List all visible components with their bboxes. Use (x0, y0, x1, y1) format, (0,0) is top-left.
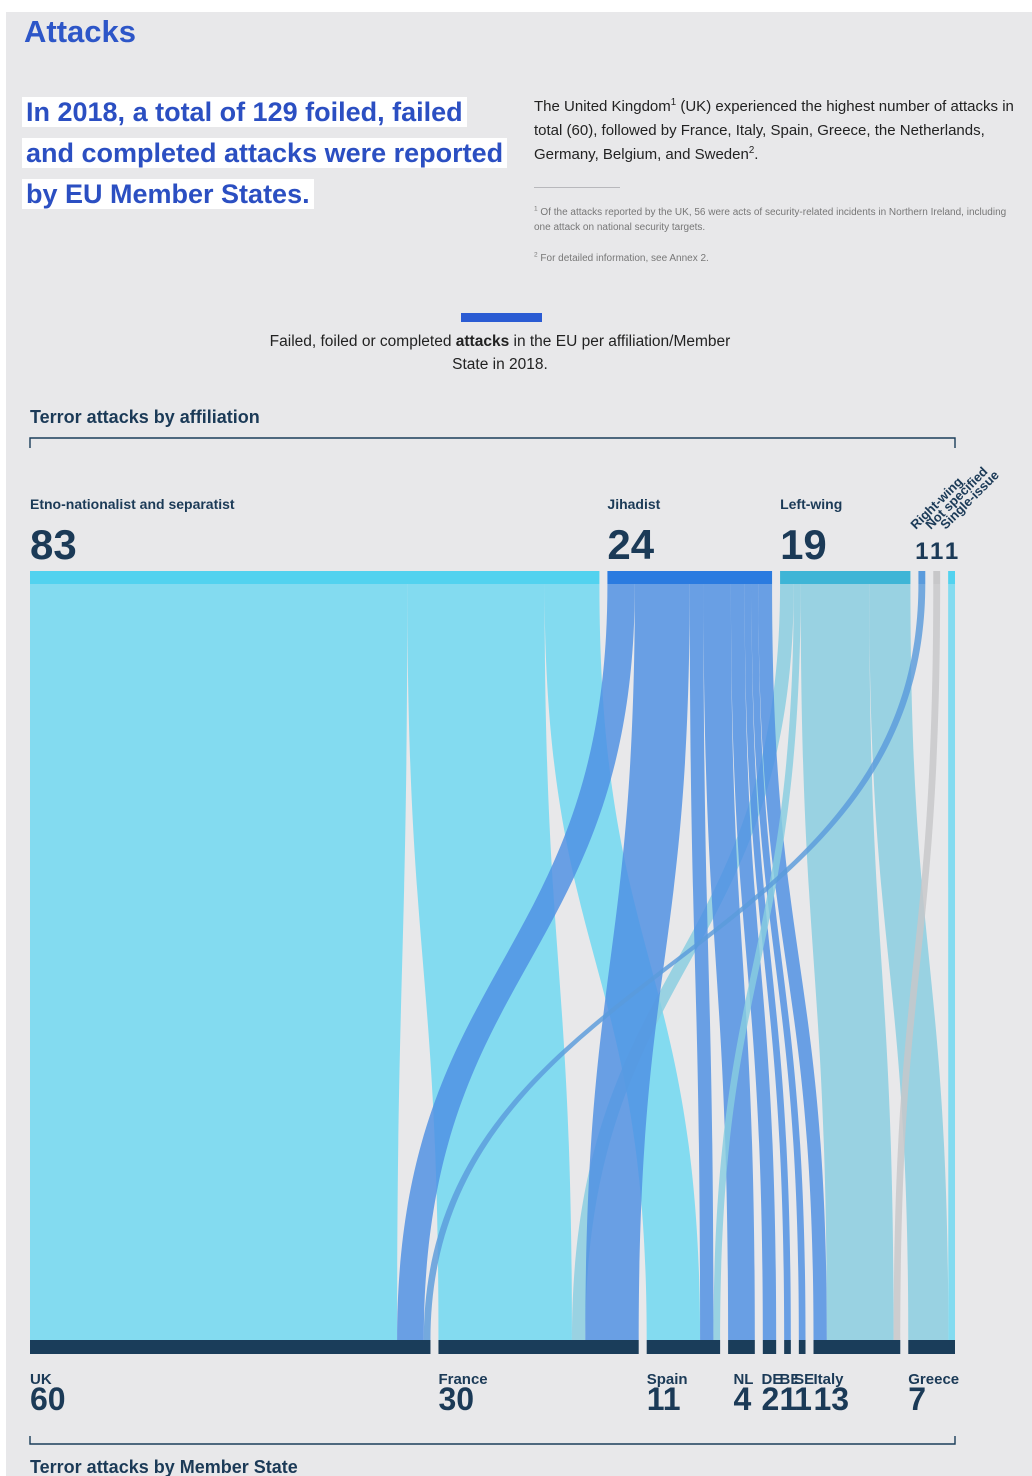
caption-after: in the EU per affiliation/Member State i… (452, 333, 731, 373)
flow-single-issue-to-greece (948, 584, 955, 1340)
target-bar-be (784, 1340, 791, 1354)
source-value-left-wing: 19 (780, 521, 827, 568)
source-label-etno-nationalist-and-separatist: Etno-nationalist and separatist (30, 496, 235, 512)
footnote-ref-1: 1 (670, 97, 677, 108)
intro-paragraph: The United Kingdom1 (UK) experienced the… (534, 95, 1014, 167)
caption-bold: attacks (455, 333, 510, 350)
flow-left-wing-to-france (571, 584, 794, 1340)
caption-before: Failed, foiled or completed (269, 333, 456, 350)
chart-caption: Failed, foiled or completed attacks in t… (250, 330, 750, 376)
source-value-not-specified: 1 (930, 538, 943, 565)
target-bar-spain (646, 1340, 721, 1354)
target-label-nl: NL (733, 1371, 753, 1388)
flow-jihadist-to-uk (397, 584, 635, 1340)
headline: In 2018, a total of 129 foiled, failed a… (22, 92, 512, 215)
headline-text: In 2018, a total of 129 foiled, failed a… (22, 97, 508, 209)
flow-left-wing-to-spain (713, 584, 801, 1340)
top-axis-label: Terror attacks by affiliation (30, 407, 260, 427)
source-bar-right-wing (918, 571, 926, 584)
source-label-left-wing: Left-wing (780, 496, 842, 512)
source-value-single-issue: 1 (945, 538, 958, 565)
flow-right-wing-to-uk (423, 584, 926, 1340)
flow-jihadist-to-france (585, 584, 690, 1340)
source-label-jihadist: Jihadist (607, 496, 660, 512)
flow-jihadist-to-de (730, 584, 777, 1340)
intro-text-1: The United Kingdom (534, 98, 671, 115)
target-bar-se (798, 1340, 806, 1354)
source-value-etno-nationalist-and-separatist: 83 (30, 521, 77, 568)
footnote-2: 2 For detailed information, see Annex 2. (534, 251, 1014, 266)
flow-jihadist-to-se (751, 584, 806, 1340)
source-value-right-wing: 1 (915, 538, 928, 565)
target-bar-italy (813, 1340, 901, 1354)
target-value-greece: 7 (908, 1381, 926, 1417)
target-label-be: BE (780, 1371, 801, 1388)
footnote-1-text: Of the attacks reported by the UK, 56 we… (534, 207, 1007, 233)
member-state-bracket (29, 1436, 956, 1445)
flow-jihadist-to-italy (758, 584, 827, 1340)
footnote-1-mark: 1 (534, 205, 538, 213)
target-label-italy: Italy (814, 1371, 845, 1388)
source-value-jihadist: 24 (607, 521, 654, 568)
source-bar-not-specified (933, 571, 941, 584)
target-value-spain: 11 (647, 1381, 681, 1417)
flow-jihadist-to-nl (703, 584, 755, 1340)
target-label-greece: Greece (908, 1371, 959, 1388)
affiliation-bracket (29, 437, 956, 448)
source-bar-left-wing (780, 571, 911, 584)
flow-left-wing-to-greece (869, 584, 949, 1340)
flow-not-specified-to-italy (893, 584, 941, 1340)
target-label-se: SE (794, 1371, 814, 1388)
target-value-se: 1 (794, 1381, 812, 1417)
target-label-spain: Spain (647, 1371, 688, 1388)
source-bar-single-issue (948, 571, 955, 584)
target-bar-nl (728, 1340, 755, 1354)
flow-jihadist-to-be (744, 584, 791, 1340)
footnote-divider (534, 187, 620, 188)
target-label-de: DE (761, 1371, 782, 1388)
flow-etno-nationalist-and-separatist-to-uk (30, 584, 408, 1340)
legend-swatch (461, 313, 542, 322)
target-value-de: 2 (761, 1381, 779, 1417)
target-bar-france (438, 1340, 639, 1354)
bottom-axis-label: Terror attacks by Member State (30, 1457, 298, 1476)
target-label-uk: UK (30, 1371, 52, 1388)
source-bar-etno-nationalist-and-separatist (30, 571, 600, 584)
footnote-ref-2: 2 (748, 145, 755, 156)
flow-etno-nationalist-and-separatist-to-france (407, 584, 572, 1340)
source-bar-jihadist (607, 571, 773, 584)
target-value-nl: 4 (733, 1381, 751, 1417)
target-value-uk: 60 (30, 1381, 66, 1417)
page-title: Attacks (24, 14, 136, 49)
intro-text-2: (UK) experienced the highest number of a… (534, 98, 1014, 163)
footnote-2-text: For detailed information, see Annex 2. (540, 253, 709, 264)
target-bar-uk (30, 1340, 431, 1354)
footnote-2-mark: 2 (534, 251, 538, 259)
target-bar-de (762, 1340, 777, 1354)
footnote-1: 1 Of the attacks reported by the UK, 56 … (534, 205, 1014, 235)
target-value-italy: 13 (814, 1381, 850, 1417)
target-value-france: 30 (438, 1381, 474, 1417)
target-label-france: France (438, 1371, 487, 1388)
target-value-be: 1 (780, 1381, 798, 1417)
flow-jihadist-to-spain (689, 584, 714, 1340)
target-bar-greece (908, 1340, 955, 1354)
intro-text-3: . (754, 146, 759, 163)
